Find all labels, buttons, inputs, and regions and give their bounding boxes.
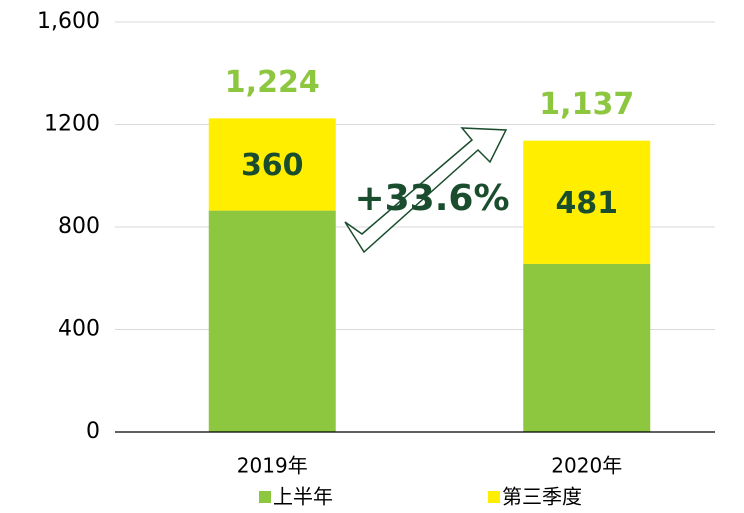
total-label: 1,224 [225, 65, 320, 100]
legend-label: 上半年 [273, 485, 333, 509]
legend-swatch [259, 491, 271, 503]
bar-segment [208, 118, 336, 211]
y-tick-label: 1200 [44, 112, 100, 137]
y-tick-label: 1,600 [37, 9, 100, 34]
x-tick-label: 2019年 [237, 454, 308, 478]
growth-arrow [344, 127, 508, 254]
bar-segment [208, 210, 336, 432]
legend-label: 第三季度 [502, 485, 582, 509]
total-label: 1,137 [539, 87, 634, 122]
bar-segment [523, 263, 651, 432]
y-tick-label: 0 [86, 419, 100, 444]
value-label: 481 [555, 186, 618, 221]
bar-segment [523, 140, 651, 264]
legend-swatch [488, 491, 500, 503]
value-label: 360 [241, 148, 304, 183]
annotation: +33.6% [354, 178, 509, 219]
x-tick-label: 2020年 [551, 454, 622, 478]
y-tick-label: 800 [58, 214, 100, 239]
y-tick-label: 400 [58, 317, 100, 342]
